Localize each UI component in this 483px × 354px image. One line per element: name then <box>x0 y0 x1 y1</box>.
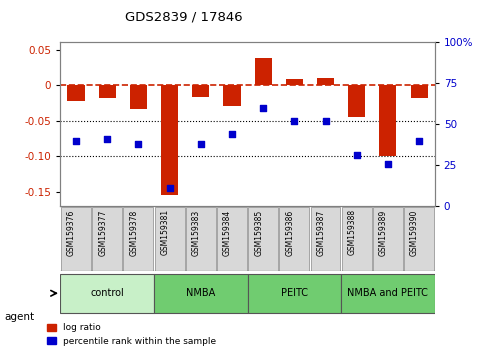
Legend: log ratio, percentile rank within the sample: log ratio, percentile rank within the sa… <box>43 320 220 349</box>
Text: NMBA and PEITC: NMBA and PEITC <box>347 288 428 298</box>
Text: GSM159387: GSM159387 <box>316 209 326 256</box>
Bar <box>248 207 278 271</box>
Text: GSM159377: GSM159377 <box>98 209 107 256</box>
Point <box>134 141 142 147</box>
Bar <box>404 207 434 271</box>
Bar <box>411 85 427 98</box>
Bar <box>223 85 241 107</box>
Bar <box>247 274 341 313</box>
Point <box>72 138 80 143</box>
Bar <box>154 274 248 313</box>
Text: GDS2839 / 17846: GDS2839 / 17846 <box>125 11 242 24</box>
Bar <box>161 85 178 195</box>
Bar <box>341 274 435 313</box>
Bar <box>317 78 334 85</box>
Point <box>103 136 111 142</box>
Text: GSM159383: GSM159383 <box>192 209 201 256</box>
Text: control: control <box>90 288 124 298</box>
Text: GSM159384: GSM159384 <box>223 209 232 256</box>
Text: PEITC: PEITC <box>281 288 308 298</box>
Bar <box>155 207 185 271</box>
Point <box>228 131 236 137</box>
Text: GSM159378: GSM159378 <box>129 209 138 256</box>
Point <box>322 118 329 124</box>
Text: GSM159388: GSM159388 <box>348 209 357 256</box>
Point <box>290 118 298 124</box>
Bar <box>186 207 216 271</box>
Bar <box>311 207 341 271</box>
Point <box>353 153 361 158</box>
Bar <box>92 207 122 271</box>
Bar <box>61 207 91 271</box>
Bar <box>279 207 309 271</box>
Point <box>415 138 423 143</box>
Bar <box>123 207 153 271</box>
Bar <box>217 207 247 271</box>
Text: GSM159386: GSM159386 <box>285 209 294 256</box>
Point <box>384 161 392 166</box>
Bar <box>255 58 272 85</box>
Text: GSM159381: GSM159381 <box>160 209 170 256</box>
Text: NMBA: NMBA <box>186 288 215 298</box>
Text: GSM159390: GSM159390 <box>410 209 419 256</box>
Bar <box>130 85 147 109</box>
Bar <box>348 85 365 117</box>
Point <box>259 105 267 111</box>
Text: GSM159389: GSM159389 <box>379 209 388 256</box>
Bar <box>286 79 303 85</box>
Point <box>197 141 205 147</box>
Bar <box>379 85 397 156</box>
Bar <box>99 85 116 98</box>
Bar <box>373 207 403 271</box>
Bar <box>342 207 372 271</box>
Bar <box>68 85 85 101</box>
Text: GSM159376: GSM159376 <box>67 209 76 256</box>
Text: agent: agent <box>5 312 35 322</box>
Bar <box>192 85 209 97</box>
Bar <box>60 274 154 313</box>
Point <box>166 185 173 191</box>
Text: GSM159385: GSM159385 <box>254 209 263 256</box>
